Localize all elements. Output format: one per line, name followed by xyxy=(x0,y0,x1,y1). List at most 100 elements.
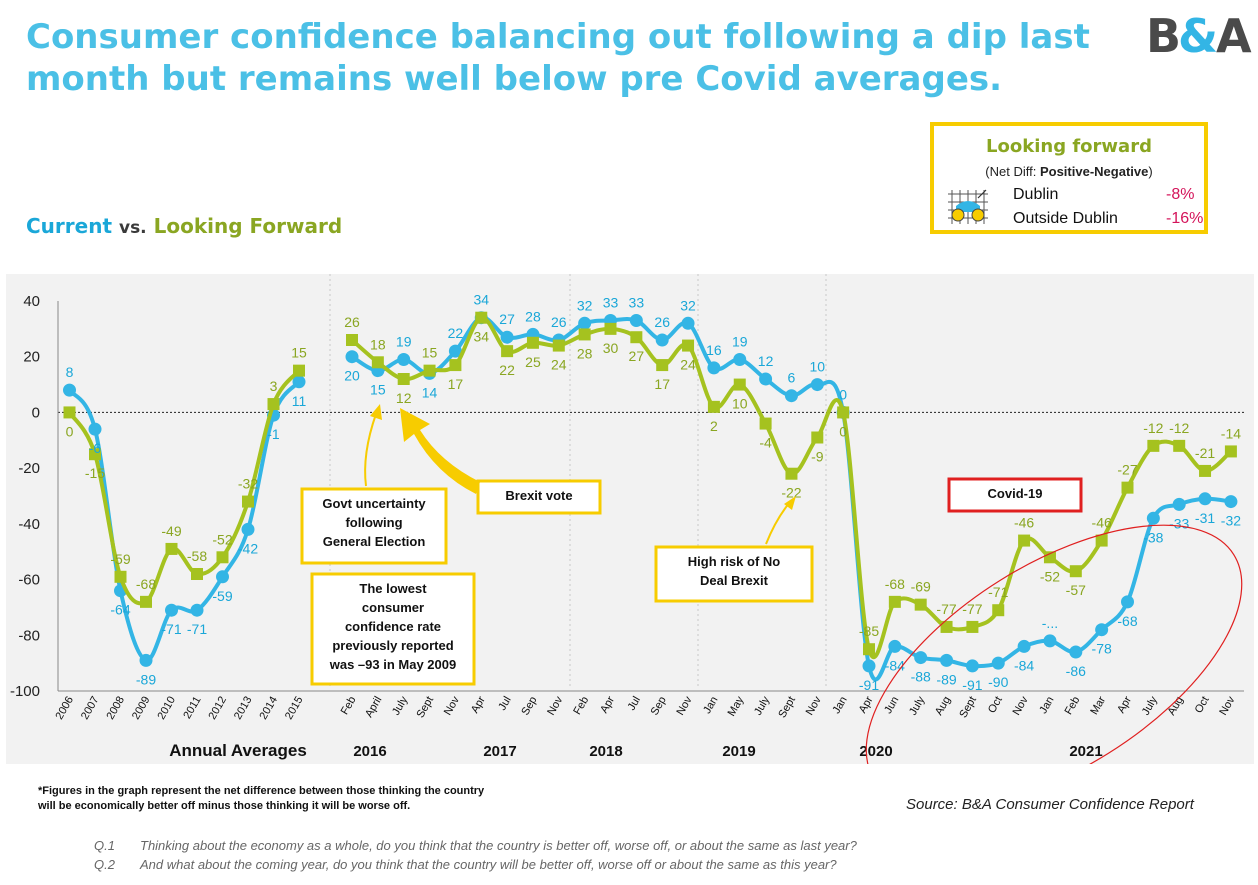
forward-data-label: 17 xyxy=(654,376,670,392)
current-data-point xyxy=(345,350,359,364)
current-data-point xyxy=(759,372,773,386)
forward-data-point xyxy=(837,406,850,419)
govt-arrow xyxy=(364,413,377,487)
forward-data-label: -52 xyxy=(1040,568,1060,584)
current-data-label: -68 xyxy=(1117,613,1137,629)
forward-data-point xyxy=(346,334,358,346)
forward-data-label: 3 xyxy=(270,378,278,394)
forward-data-label: -15 xyxy=(85,465,105,481)
forward-data-point xyxy=(630,331,643,344)
forward-data-point xyxy=(966,620,979,633)
forward-data-label: -69 xyxy=(911,579,931,595)
legend-forward: Looking Forward xyxy=(153,214,343,238)
x-tick-label: Jun xyxy=(882,695,901,716)
x-tick-label: 2008 xyxy=(104,695,127,722)
current-data-point xyxy=(1172,497,1186,511)
forward-data-point xyxy=(165,542,178,555)
x-tick-label: Feb xyxy=(1063,695,1083,717)
x-tick-label: Nov xyxy=(442,694,462,717)
current-data-point xyxy=(63,383,76,397)
forward-data-point xyxy=(1043,551,1056,564)
forward-data-point xyxy=(475,311,488,324)
current-data-label: -1 xyxy=(267,426,280,442)
x-tick-label: 2009 xyxy=(130,695,153,722)
forward-data-point xyxy=(267,398,280,411)
current-data-point xyxy=(965,659,979,673)
forward-data-point xyxy=(1224,445,1237,458)
lowest-rate-annotation-text: confidence rate xyxy=(345,619,441,634)
forward-data-label: 15 xyxy=(422,345,438,361)
group-label: 2016 xyxy=(353,743,386,760)
current-data-point xyxy=(292,375,306,389)
current-data-label: -42 xyxy=(238,540,258,556)
x-tick-label: July xyxy=(390,694,410,717)
dublin-label: Dublin xyxy=(1013,186,1059,203)
forward-data-point xyxy=(397,373,410,385)
current-data-point xyxy=(1146,511,1160,525)
footnote: *Figures in the graph represent the net … xyxy=(38,784,484,814)
brexit-vote-annotation-text: Brexit vote xyxy=(505,488,572,503)
svg-text:B: B xyxy=(1146,10,1178,58)
current-data-label: -64 xyxy=(110,602,130,618)
forward-data-point xyxy=(863,643,875,656)
current-data-point xyxy=(888,639,902,653)
forward-data-label: -21 xyxy=(1195,445,1215,461)
current-data-point xyxy=(216,570,229,584)
forward-data-label: -14 xyxy=(1221,425,1241,441)
current-data-point xyxy=(165,603,178,617)
forward-data-label: 26 xyxy=(344,314,360,330)
forward-series-line xyxy=(67,369,301,606)
no-deal-brexit-annotation-box xyxy=(654,545,814,603)
forward-data-label: 24 xyxy=(680,357,696,373)
current-data-label: 19 xyxy=(396,334,412,350)
y-tick-label: -80 xyxy=(18,627,40,644)
forward-data-point xyxy=(682,339,695,352)
forward-data-label: -77 xyxy=(936,601,956,617)
forward-data-point xyxy=(242,495,254,508)
forward-data-point xyxy=(1018,534,1031,547)
y-tick-label: 40 xyxy=(23,293,40,310)
current-data-label: -91 xyxy=(859,677,879,693)
forward-data-label: -12 xyxy=(1143,420,1163,436)
lowest-rate-annotation-text: consumer xyxy=(362,600,424,615)
outside-dublin-value: -16% xyxy=(1166,210,1204,227)
x-tick-label: Sept xyxy=(776,695,798,721)
current-data-label: 6 xyxy=(788,370,796,386)
y-tick-label: -60 xyxy=(18,572,40,589)
current-data-label: -71 xyxy=(161,621,181,637)
forward-data-label: 25 xyxy=(525,354,541,370)
current-data-label: -90 xyxy=(988,674,1008,690)
current-data-point xyxy=(1095,623,1109,637)
x-tick-label: Jan xyxy=(1037,695,1056,716)
current-data-point xyxy=(1198,492,1212,506)
outside-dublin-label: Outside Dublin xyxy=(1013,210,1118,227)
current-data-label: -32 xyxy=(1221,513,1241,529)
current-data-label: 0 xyxy=(839,386,847,402)
lowest-rate-annotation-box xyxy=(310,572,476,686)
current-data-label: 11 xyxy=(292,393,307,409)
x-tick-label: 2014 xyxy=(257,695,280,722)
forward-data-label: 27 xyxy=(629,348,645,364)
current-data-point xyxy=(1121,595,1134,609)
forward-data-label: -59 xyxy=(110,551,130,567)
current-data-label: 8 xyxy=(66,364,74,380)
forward-data-label: 34 xyxy=(473,329,489,345)
current-data-label: 32 xyxy=(577,297,593,313)
current-data-point xyxy=(500,330,514,344)
x-tick-label: Aug xyxy=(1166,695,1186,718)
x-tick-label: Oct xyxy=(1193,695,1212,716)
forward-data-label: 18 xyxy=(370,336,386,352)
current-data-label: 22 xyxy=(448,325,464,341)
current-data-point xyxy=(991,656,1005,670)
current-data-point xyxy=(862,659,876,673)
current-data-point xyxy=(448,344,462,358)
dublin-value: -8% xyxy=(1166,186,1195,203)
forward-data-point xyxy=(578,328,591,341)
current-data-label: 16 xyxy=(706,342,722,358)
no-deal-arrow xyxy=(765,501,791,545)
current-data-point xyxy=(810,378,824,392)
forward-data-label: 15 xyxy=(291,345,307,361)
current-data-label: 28 xyxy=(525,308,541,324)
current-data-label: -6 xyxy=(89,440,102,456)
footnote-line-1: *Figures in the graph represent the net … xyxy=(38,785,485,797)
